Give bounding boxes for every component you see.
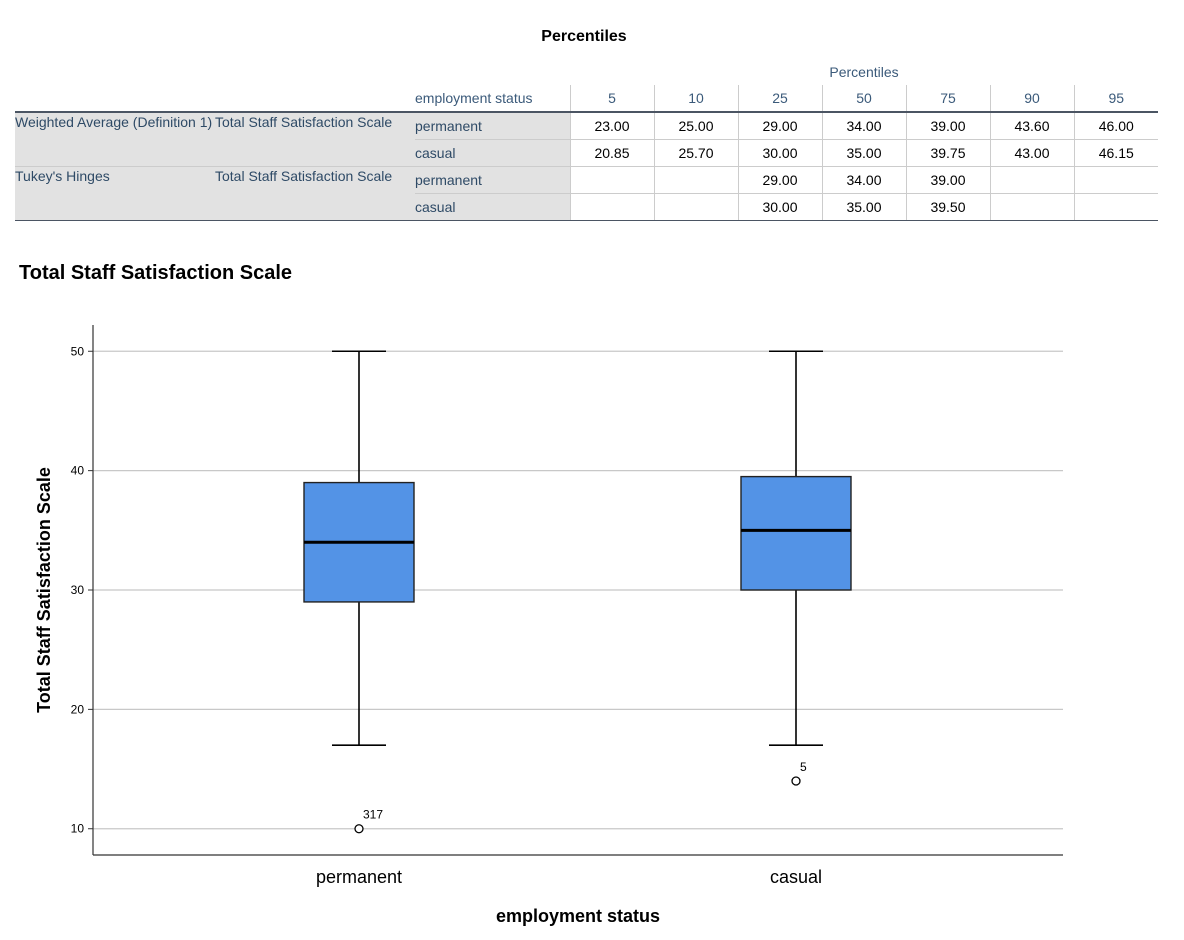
- y-tick-label: 10: [71, 822, 85, 836]
- table-cell: [653, 193, 738, 221]
- box-casual: [740, 475, 852, 591]
- table-title: Percentiles: [541, 28, 627, 45]
- y-axis-label: Total Staff Satisfaction Scale: [34, 467, 54, 713]
- variable-label: Total Staff Satisfaction Scale: [215, 112, 415, 167]
- table-row: casual 30.00 35.00 39.50: [15, 193, 1159, 221]
- x-tick-label: casual: [770, 867, 822, 887]
- table-cell: [569, 193, 654, 221]
- table-cell: 29.00: [737, 112, 822, 140]
- table-row: Tukey's Hinges Total Staff Satisfaction …: [15, 166, 1159, 221]
- x-tick-label: permanent: [316, 867, 402, 887]
- table-cell: 39.75: [905, 139, 990, 167]
- y-tick-label: 20: [71, 702, 85, 716]
- table-row: Weighted Average (Definition 1) Total St…: [15, 112, 1159, 167]
- table-cell: 46.00: [1073, 112, 1159, 140]
- group-label: casual: [415, 139, 570, 167]
- outlier-label: 5: [800, 760, 807, 774]
- table-cell: [1073, 166, 1159, 194]
- table-cell: 34.00: [821, 112, 906, 140]
- table-cell: [1073, 193, 1159, 221]
- boxplot-chart: 10 20 30 40 50 317 permanent 5 casual employment …: [34, 325, 1063, 926]
- column-header: 10: [653, 85, 738, 113]
- column-header: 90: [989, 85, 1074, 113]
- table-cell: 20.85: [569, 139, 654, 167]
- table-cell: 39.50: [905, 193, 990, 221]
- column-header: 95: [1073, 85, 1159, 113]
- method-label: Tukey's Hinges: [15, 166, 215, 221]
- table-cell: [989, 193, 1074, 221]
- method-label: Weighted Average (Definition 1): [15, 112, 215, 167]
- table-cell: [989, 166, 1074, 194]
- outlier-point: [354, 824, 364, 834]
- table-cell: 23.00: [569, 112, 654, 140]
- group-label: permanent: [415, 166, 570, 194]
- table-cell: 34.00: [821, 166, 906, 194]
- percentiles-table: Percentiles employment status 5 10 25 50…: [15, 58, 1159, 221]
- outlier-label: 317: [363, 808, 383, 822]
- table-cell: 39.00: [905, 166, 990, 194]
- table-cell: 35.00: [821, 139, 906, 167]
- y-tick-label: 30: [71, 583, 85, 597]
- chart-title: Total Staff Satisfaction Scale: [19, 262, 293, 284]
- group-label: permanent: [415, 112, 570, 140]
- group-label: casual: [415, 193, 570, 221]
- y-tick-label: 40: [71, 464, 85, 478]
- table-row: casual 20.85 25.70 30.00 35.00 39.75 43.…: [15, 139, 1159, 167]
- table-cell: 46.15: [1073, 139, 1159, 167]
- column-header: 5: [569, 85, 654, 113]
- table-cell: 25.00: [653, 112, 738, 140]
- table-cell: [653, 166, 738, 194]
- variable-label: Total Staff Satisfaction Scale: [215, 166, 415, 221]
- table-cell: 35.00: [821, 193, 906, 221]
- table-cell: 43.00: [989, 139, 1074, 167]
- table-cell: 29.00: [737, 166, 822, 194]
- table-cell: 43.60: [989, 112, 1074, 140]
- table-cell: 30.00: [737, 139, 822, 167]
- column-header: 25: [737, 85, 822, 113]
- table-cell: 25.70: [653, 139, 738, 167]
- table-cell: 30.00: [737, 193, 822, 221]
- outlier-point: [791, 776, 801, 786]
- employment-status-header: employment status: [415, 85, 570, 113]
- x-axis-label: employment status: [496, 906, 660, 926]
- column-header: 75: [905, 85, 990, 113]
- percentiles-group-header: Percentiles: [829, 63, 899, 80]
- y-tick-label: 50: [71, 344, 85, 358]
- column-header: 50: [821, 85, 906, 113]
- table-cell: [569, 166, 654, 194]
- table-cell: 39.00: [905, 112, 990, 140]
